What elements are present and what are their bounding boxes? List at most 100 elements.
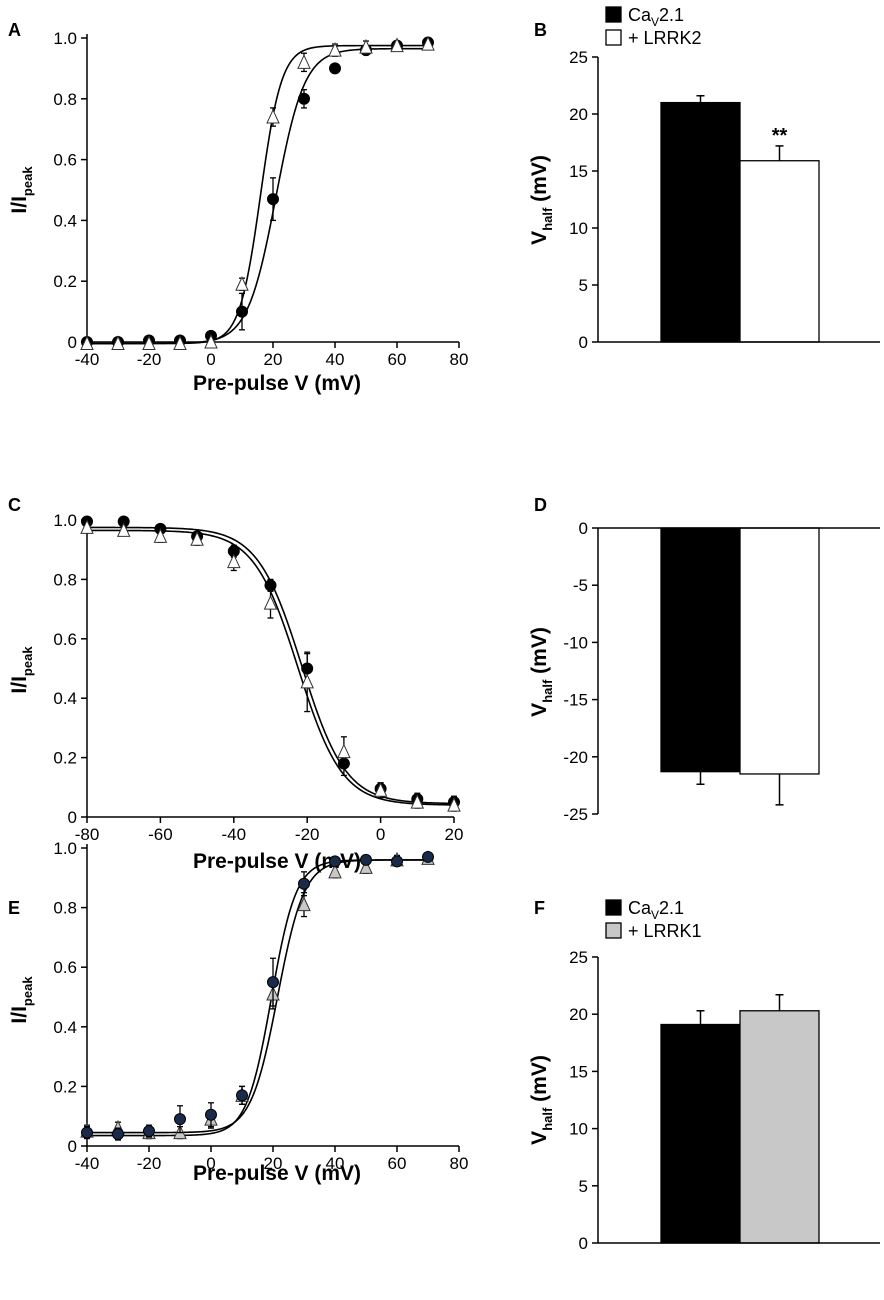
data-point-series-1 — [143, 1125, 155, 1138]
y-axis-label-sub: peak — [20, 976, 35, 1006]
x-tick-label: 40 — [326, 350, 345, 369]
y-tick-label: 0 — [579, 333, 588, 352]
data-point-series-1 — [111, 335, 125, 351]
data-point-series-1 — [81, 1126, 93, 1139]
data-point-series-1 — [235, 276, 249, 291]
legend-swatch-1 — [605, 922, 622, 939]
bar-1 — [739, 160, 820, 343]
y-axis-label: Vhalf (mV) — [528, 627, 555, 717]
data-point-series-1 — [328, 41, 342, 57]
data-point-series-1 — [360, 853, 372, 866]
y-axis-label: I/Ipeak — [8, 976, 35, 1024]
y-tick-label: 0 — [579, 519, 588, 538]
data-point-series-0 — [297, 896, 311, 912]
y-tick-label: -20 — [563, 748, 588, 767]
y-tick-label: 0.4 — [53, 689, 77, 708]
data-point-series-1 — [373, 782, 388, 797]
bar-0 — [660, 101, 741, 343]
legend-label-0: CaV2.1 — [628, 898, 684, 922]
y-axis-label-sub: half — [540, 207, 555, 231]
y-tick-label: -10 — [563, 633, 588, 652]
data-point-series-1 — [390, 37, 404, 53]
y-axis-label-sub: peak — [20, 646, 35, 676]
data-point-series-1 — [173, 335, 187, 351]
data-point-series-1 — [337, 743, 351, 759]
x-tick-label: -60 — [148, 825, 173, 844]
panel-e-chart: -40 -20 0 20 40 60 80 0 0.2 0.4 0.6 0.8 1.0 Pre-pulse… — [8, 839, 468, 1185]
y-tick-label: 5 — [579, 276, 588, 295]
y-tick-label: -15 — [563, 691, 588, 710]
x-tick-label: -40 — [222, 825, 247, 844]
x-axis-label: Pre-pulse V (mV) — [193, 372, 361, 395]
legend: CaV2.1+ LRRK2 — [605, 5, 702, 48]
panel-a-chart: -40 -20 0 20 40 60 80 0 0.2 0.4 0.6 0.8 1.0 Pre-pulse… — [8, 29, 468, 395]
x-tick-label: 0 — [206, 1154, 215, 1173]
y-axis-label-sub: half — [540, 1107, 555, 1131]
legend-label-main: Ca — [628, 898, 652, 918]
x-tick-label: -20 — [295, 825, 320, 844]
y-tick-label: 0.6 — [53, 151, 77, 170]
y-tick-label: 10 — [569, 1120, 588, 1139]
y-tick-label: 0 — [68, 808, 77, 827]
y-tick-label: 1.0 — [53, 839, 77, 858]
x-tick-label: 20 — [445, 825, 464, 844]
y-tick-label: 10 — [569, 219, 588, 238]
panel-letter-d: D — [534, 495, 547, 515]
bar-0 — [660, 1023, 741, 1244]
x-tick-label: -20 — [137, 350, 162, 369]
x-tick-label: 20 — [264, 350, 283, 369]
y-axis-label-main: I/I — [8, 1006, 31, 1024]
legend-label-sub: V — [651, 908, 659, 922]
y-tick-label: 0 — [68, 333, 77, 352]
legend-label-rest: 2.1 — [659, 898, 684, 918]
panel-letter-b: B — [534, 20, 547, 40]
data-point-series-1 — [190, 531, 204, 546]
data-point-series-0 — [328, 863, 342, 879]
x-tick-label: 0 — [376, 825, 385, 844]
legend-label-main: Ca — [628, 5, 652, 25]
panel-c-chart: -80 -60 -40 -20 0 20 0 0.2 0.4 0.6 0.8 1.0 Pre-pulse… — [8, 511, 463, 873]
x-tick-label: 20 — [264, 1154, 283, 1173]
x-tick-label: 0 — [206, 350, 215, 369]
panel-letter-f: F — [534, 898, 545, 918]
legend-label-1: + LRRK2 — [628, 28, 702, 48]
y-axis-label-unit: (mV) — [528, 1055, 551, 1108]
data-point-series-1 — [298, 877, 310, 890]
data-point-series-1 — [422, 850, 434, 863]
x-tick-label: 40 — [326, 1154, 345, 1173]
x-tick-label: 60 — [388, 350, 407, 369]
panel-letter-c: C — [8, 495, 21, 515]
data-point-series-1 — [205, 1108, 217, 1121]
y-tick-label: 20 — [569, 105, 588, 124]
y-tick-label: 0 — [579, 1234, 588, 1253]
legend-label-1: + LRRK1 — [628, 921, 702, 941]
bar-1 — [739, 1010, 820, 1244]
data-point-series-1 — [297, 54, 311, 69]
legend-label-sub: V — [651, 15, 659, 29]
x-tick-label: -20 — [137, 1154, 162, 1173]
y-tick-label: 0.4 — [53, 1018, 77, 1037]
data-point-series-1 — [263, 594, 278, 610]
data-point-series-1 — [112, 1128, 124, 1141]
panel-d-chart: 0 -5 -10 -15 -20 -25 Vhalf (mV) — [528, 519, 880, 824]
x-tick-label: -40 — [75, 1154, 100, 1173]
legend-label-main: + LRRK2 — [628, 28, 702, 48]
data-point-series-1 — [359, 38, 373, 54]
y-axis-label: Vhalf (mV) — [528, 1055, 555, 1145]
legend-swatch-0 — [605, 6, 622, 23]
y-tick-label: 15 — [569, 162, 588, 181]
data-point-series-1 — [410, 793, 425, 809]
data-point-series-1 — [391, 855, 403, 868]
data-point-series-0 — [267, 193, 279, 206]
y-axis-label: I/Ipeak — [8, 166, 35, 214]
data-point-series-0 — [329, 62, 341, 75]
y-tick-label: 0 — [68, 1137, 77, 1156]
data-point-series-1 — [153, 528, 168, 543]
data-point-series-1 — [80, 335, 94, 351]
data-point-series-1 — [266, 108, 280, 124]
y-axis-label-main: I/I — [8, 676, 31, 694]
data-point-series-1 — [142, 335, 156, 351]
legend-swatch-1 — [605, 29, 622, 46]
